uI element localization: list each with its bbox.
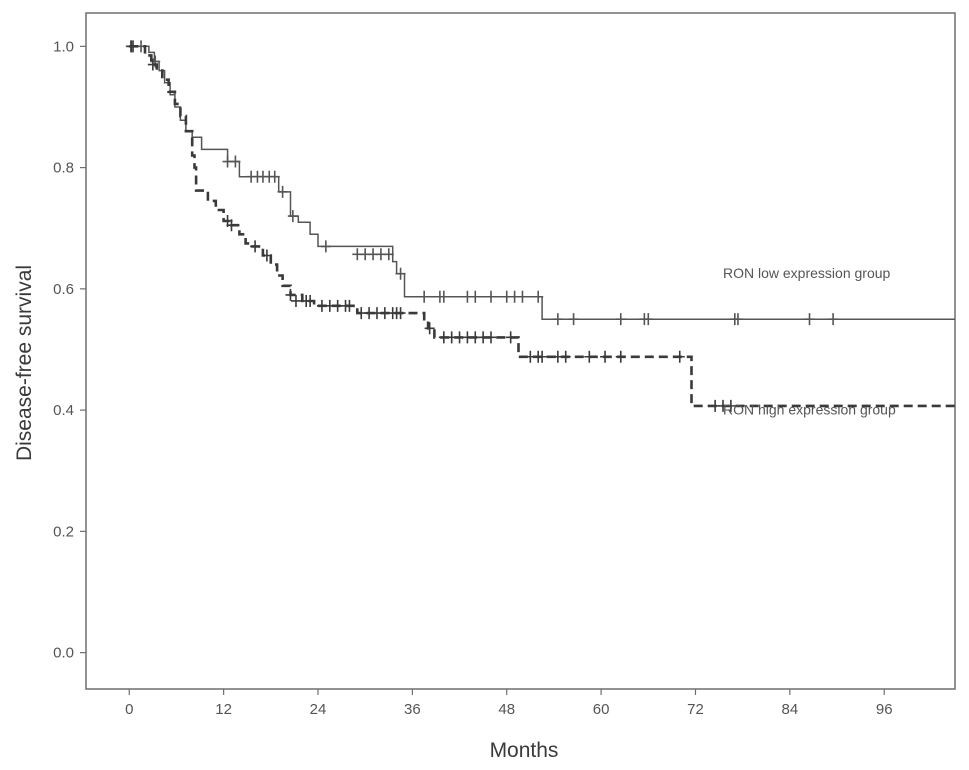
censor-mark-low	[828, 313, 839, 326]
y-tick-label: 0.6	[53, 281, 74, 298]
censor-mark-low	[568, 313, 579, 326]
censor-mark-high	[395, 307, 406, 320]
x-axis: 0 12 24 36 48 60 72 84 96	[125, 689, 893, 718]
censor-mark-low	[804, 313, 815, 326]
censor-mark-high	[147, 58, 158, 71]
y-tick-label: 1.0	[53, 38, 74, 55]
x-tick-label: 96	[876, 701, 893, 718]
censor-mark-high	[344, 299, 355, 312]
low-expression-label: RON low expression group	[723, 265, 891, 281]
y-tick-label: 0.0	[53, 645, 74, 662]
x-tick-label: 60	[593, 701, 610, 718]
censor-mark-high	[226, 219, 237, 232]
censor-mark-high	[615, 350, 626, 363]
x-axis-title: Months	[490, 739, 559, 762]
censor-mark-high	[505, 331, 516, 344]
censor-mark-low	[438, 290, 449, 303]
censor-mark-low	[552, 313, 563, 326]
y-axis: 0.0 0.2 0.4 0.6 0.8 1.0	[53, 38, 86, 662]
x-tick-label: 36	[404, 701, 421, 718]
censor-mark-high	[584, 350, 595, 363]
series-layer	[125, 40, 955, 412]
censor-mark-low	[643, 313, 654, 326]
high-expression-curve	[129, 45, 955, 408]
censor-mark-low	[470, 290, 481, 303]
y-axis-title: Disease-free survival	[13, 265, 36, 461]
censor-mark-low	[486, 290, 497, 303]
censor-mark-low	[287, 210, 298, 223]
annotations: RON low expression group RON high express…	[723, 265, 896, 417]
x-tick-label: 48	[498, 701, 515, 718]
high-expression-label: RON high expression group	[723, 401, 896, 417]
y-tick-label: 0.4	[53, 402, 74, 419]
censor-mark-high	[725, 399, 736, 412]
censor-mark-high	[424, 322, 435, 335]
x-tick-label: 0	[125, 701, 133, 718]
censor-mark-high	[285, 288, 296, 301]
censor-mark-low	[533, 290, 544, 303]
x-tick-label: 72	[687, 701, 704, 718]
censor-mark-high	[674, 350, 685, 363]
censor-mark-low	[732, 313, 743, 326]
censor-mark-high	[486, 331, 497, 344]
x-tick-label: 84	[782, 701, 799, 718]
censor-mark-high	[290, 294, 301, 307]
censor-mark-low	[320, 240, 331, 253]
censor-mark-high	[261, 249, 272, 262]
censor-mark-high	[560, 350, 571, 363]
censor-mark-high	[126, 40, 137, 53]
censor-mark-low	[277, 185, 288, 198]
censor-mark-low	[615, 313, 626, 326]
censor-mark-low	[269, 170, 280, 183]
censor-mark-high	[537, 350, 548, 363]
low-expression-curve	[129, 45, 955, 320]
censor-mark-high	[305, 294, 316, 307]
censor-mark-low	[419, 290, 430, 303]
x-tick-label: 12	[215, 701, 232, 718]
censor-mark-high	[600, 350, 611, 363]
censor-mark-low	[230, 155, 241, 168]
plot-frame	[85, 12, 956, 690]
censor-mark-high	[250, 240, 261, 253]
censor-mark-low	[383, 248, 394, 261]
y-tick-label: 0.2	[53, 523, 74, 540]
y-tick-label: 0.8	[53, 160, 74, 177]
x-tick-label: 24	[310, 701, 327, 718]
censor-mark-low	[517, 290, 528, 303]
censor-mark-low	[395, 267, 406, 280]
